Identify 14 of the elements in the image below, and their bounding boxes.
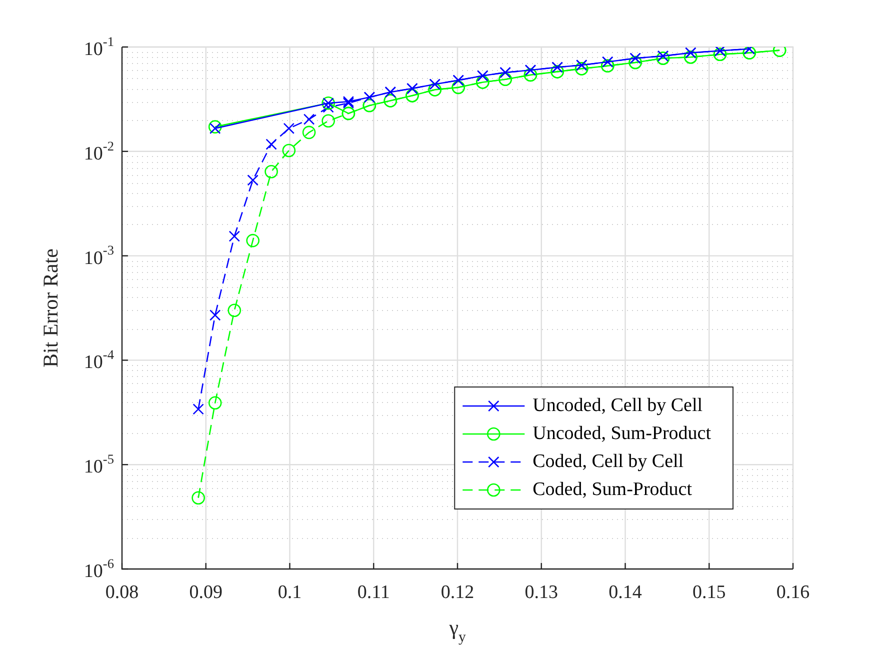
y-axis-title: Bit Error Rate <box>38 248 63 368</box>
x-tick-label: 0.12 <box>440 582 474 603</box>
x-tick-label: 0.08 <box>105 582 139 603</box>
legend-label: Uncoded, Cell by Cell <box>532 394 703 416</box>
x-tick-label: 0.14 <box>608 582 642 603</box>
x-tick-label: 0.11 <box>357 582 390 603</box>
x-tick-label: 0.13 <box>524 582 558 603</box>
x-tick-label: 0.16 <box>776 582 810 603</box>
x-tick-label: 0.1 <box>278 582 302 603</box>
legend-label: Coded, Cell by Cell <box>532 450 684 472</box>
legend-label: Coded, Sum-Product <box>532 478 693 500</box>
x-tick-label: 0.15 <box>692 582 726 603</box>
x-tick-label: 0.09 <box>189 582 222 603</box>
legend-label: Uncoded, Sum-Product <box>532 422 712 444</box>
